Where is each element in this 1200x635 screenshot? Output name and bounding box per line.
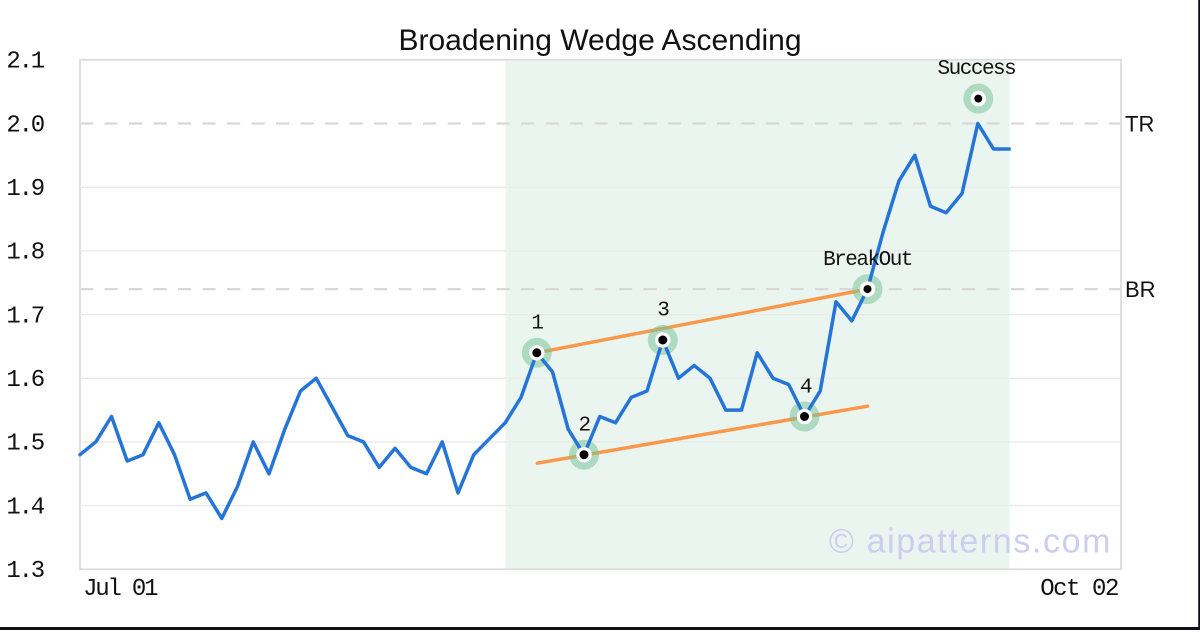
svg-text:Success: Success: [938, 58, 1016, 81]
svg-text:1.8: 1.8: [6, 240, 43, 267]
svg-text:2.1: 2.1: [6, 49, 44, 76]
svg-text:3: 3: [657, 300, 669, 323]
svg-text:2.0: 2.0: [6, 112, 43, 139]
svg-text:Jul 01: Jul 01: [83, 576, 158, 603]
svg-text:TR: TR: [1125, 111, 1154, 136]
svg-text:1.5: 1.5: [6, 431, 43, 458]
svg-text:1: 1: [531, 312, 543, 335]
svg-text:4: 4: [800, 377, 812, 400]
svg-text:2: 2: [578, 414, 590, 437]
svg-text:1.7: 1.7: [6, 303, 43, 330]
svg-text:Broadening Wedge Ascending: Broadening Wedge Ascending: [398, 24, 801, 57]
svg-text:© aipatterns.com: © aipatterns.com: [829, 523, 1112, 561]
svg-text:1.6: 1.6: [6, 367, 43, 394]
svg-text:1.9: 1.9: [6, 176, 43, 203]
svg-text:Oct 02: Oct 02: [1040, 576, 1118, 603]
svg-text:1.3: 1.3: [6, 558, 43, 585]
svg-text:BreakOut: BreakOut: [823, 249, 912, 272]
svg-text:1.4: 1.4: [6, 494, 44, 521]
svg-text:BR: BR: [1125, 277, 1156, 302]
